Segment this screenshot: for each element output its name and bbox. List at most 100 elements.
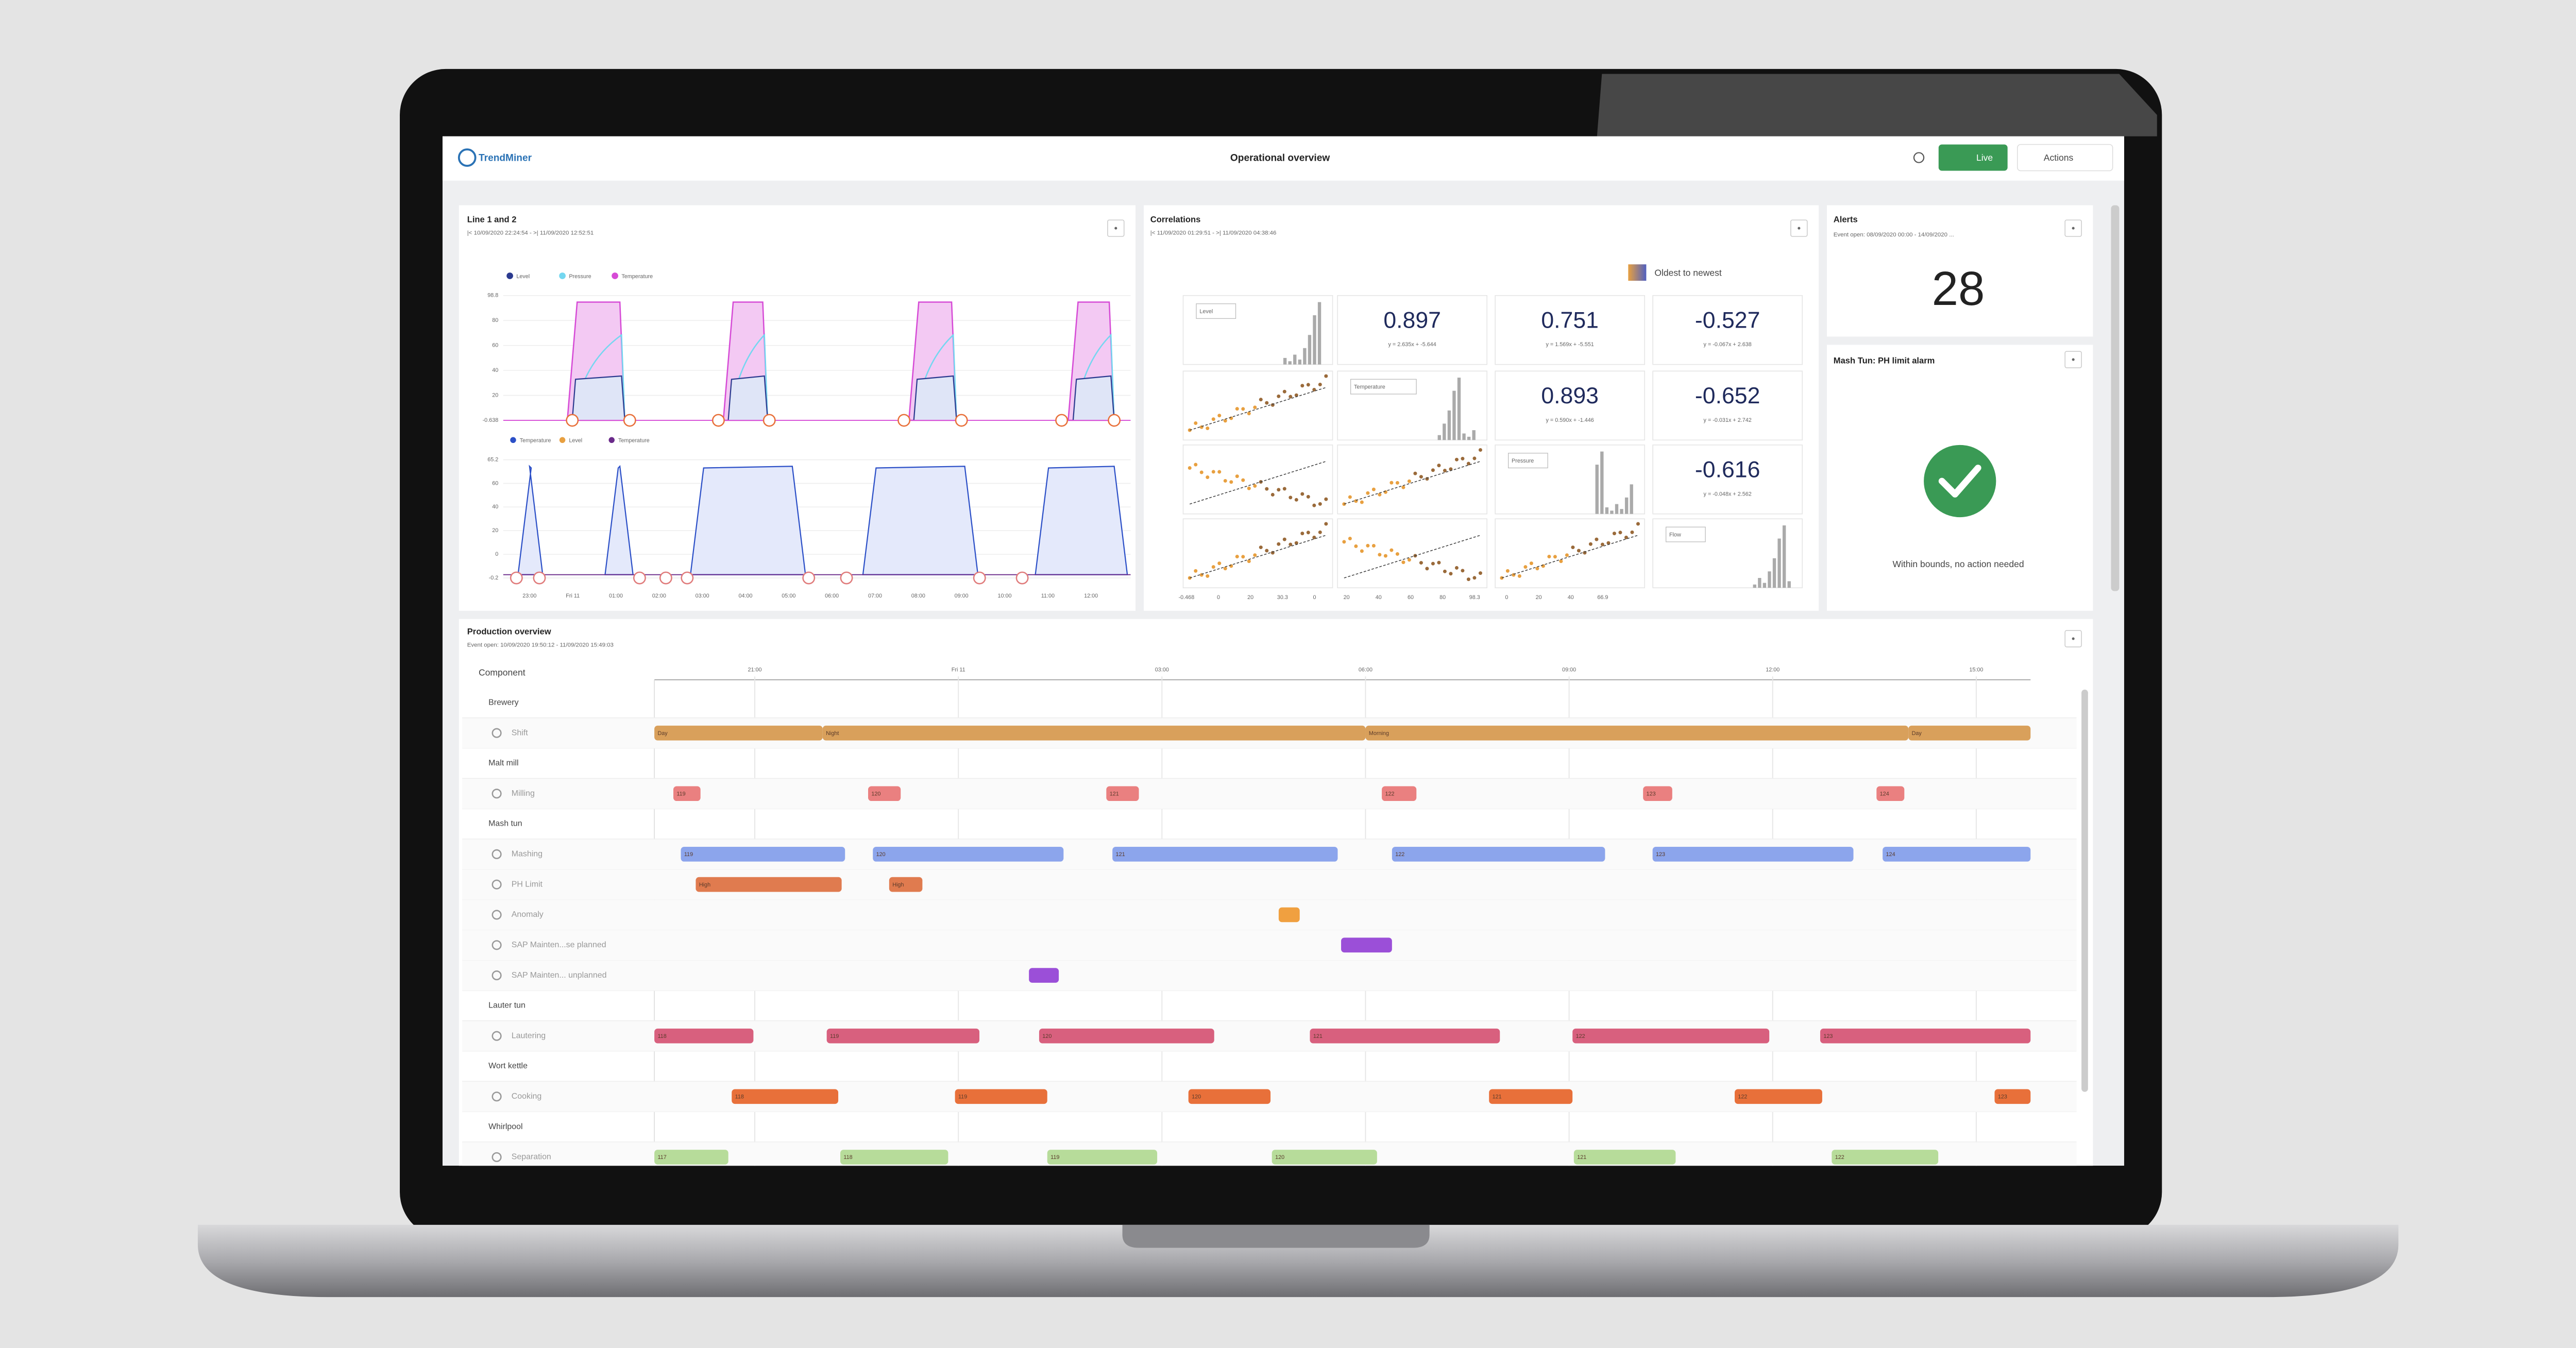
event-label: 121 [1313, 1033, 1323, 1039]
scatter-cell [1182, 370, 1333, 441]
event-icon [802, 571, 816, 585]
y-tick-label: 0 [495, 551, 498, 557]
histogram-bar [1317, 302, 1321, 365]
scatter-dot [1523, 565, 1528, 569]
event-icon [659, 571, 672, 585]
x-tick-label: 09:00 [1562, 667, 1576, 673]
event-icon [533, 571, 546, 585]
event-bar [1908, 725, 2031, 741]
tag-label: Flow [1669, 532, 1681, 538]
histogram-bar [1452, 390, 1456, 440]
fit-equation: y = -0.067x + 2.638 [1704, 342, 1752, 348]
event-label: 122 [1576, 1033, 1585, 1039]
scatter-dot [1383, 490, 1387, 494]
scatter-dot [1407, 479, 1411, 483]
event-icon [1015, 571, 1029, 585]
scatter-dot [1559, 559, 1563, 564]
scatter-cell [1182, 518, 1333, 588]
scatter-dot [1529, 561, 1533, 566]
legend-label: Oldest to newest [1654, 267, 1722, 278]
fit-line [1501, 535, 1638, 578]
scatter-dot [1378, 553, 1382, 557]
scatter-dot [1223, 479, 1227, 483]
scatter-cell [1495, 518, 1646, 588]
scatter-dot [1229, 416, 1233, 420]
scatter-dot [1324, 374, 1328, 378]
x-tick-label: 06:00 [1359, 667, 1372, 673]
event-bar [1652, 846, 1854, 862]
legend-dot [510, 437, 516, 443]
scatter-dot [1318, 382, 1322, 386]
x-tick-label: 20 [1536, 594, 1542, 601]
histogram-bar [1447, 410, 1451, 440]
scatter-dot [1289, 496, 1293, 500]
scatter-dot [1277, 488, 1281, 492]
x-tick-label: 10:00 [997, 593, 1011, 599]
event-bar [889, 877, 923, 892]
stat-cell [1652, 445, 1803, 515]
level-area [862, 466, 979, 575]
scatter-dot [1401, 485, 1405, 489]
scatter-dot [1577, 549, 1581, 553]
scatter-dot [1253, 405, 1257, 409]
y-tick-label: 40 [492, 504, 498, 510]
x-tick-label: 20 [1344, 594, 1350, 601]
stat-cell [1495, 295, 1646, 365]
fit-line [1190, 460, 1327, 505]
event-bar [1573, 1150, 1676, 1165]
scatter-dot [1595, 537, 1599, 541]
actions-label: Actions [2044, 152, 2074, 163]
scatter-dot [1437, 464, 1441, 468]
live-button[interactable] [1938, 144, 2008, 171]
event-icon [566, 414, 579, 427]
event-label: 120 [1192, 1094, 1201, 1100]
event-bar [1572, 1028, 1770, 1044]
row-bg [462, 930, 2077, 961]
histogram-bar [1308, 335, 1312, 365]
scatter-dot [1259, 545, 1263, 550]
stat-cell [1337, 295, 1487, 365]
level-line [571, 375, 625, 421]
histogram-bar [1457, 378, 1461, 440]
x-tick-label: 0 [1505, 594, 1508, 601]
event-icon [681, 571, 694, 585]
scatter-dot [1553, 555, 1557, 559]
fit-line [1190, 387, 1327, 431]
tag-label: Level [1199, 309, 1213, 315]
event-bar [955, 1089, 1047, 1104]
scatter-dot [1318, 530, 1322, 534]
event-bar [1820, 1028, 2031, 1044]
fit-equation: y = 2.635x + -5.644 [1388, 342, 1436, 348]
scatter-dot [1194, 569, 1198, 573]
x-tick-label: 03:00 [696, 593, 709, 599]
x-tick-label: 20 [1247, 594, 1253, 601]
stat-cell [1652, 370, 1803, 441]
actions-button[interactable] [2016, 144, 2113, 172]
history-button[interactable] [1913, 152, 1925, 163]
event-bar [1106, 786, 1139, 801]
level-line [727, 375, 769, 421]
row-icon [492, 910, 502, 920]
scatter-dot [1206, 574, 1210, 578]
scatter-dot [1265, 549, 1269, 553]
x-tick-label: 40 [1376, 594, 1382, 601]
event-label: 120 [876, 851, 886, 858]
event-label: 120 [1042, 1033, 1052, 1039]
fit-equation: y = 0.590x + -1.446 [1546, 417, 1594, 423]
legend-dot [608, 437, 615, 443]
live-label: Live [1976, 152, 1993, 163]
x-tick-label: 07:00 [868, 593, 882, 599]
event-label: 118 [843, 1154, 852, 1161]
fit-equation: y = -0.031x + 2.742 [1704, 417, 1752, 423]
scatter-dot [1413, 471, 1417, 475]
scatter-dot [1282, 537, 1286, 541]
histogram-bar [1777, 538, 1781, 588]
scatter-dot [1211, 470, 1215, 474]
screen: TrendMiner Operational overview Live Act… [442, 136, 2124, 1166]
event-label: 124 [1880, 791, 1889, 797]
level-area [1035, 466, 1128, 575]
header-bar [442, 136, 2124, 181]
panel-title: Mash Tun: PH limit alarm [1834, 356, 1935, 366]
event-label: 122 [1738, 1094, 1747, 1100]
panel-title: Production overview [467, 627, 551, 637]
